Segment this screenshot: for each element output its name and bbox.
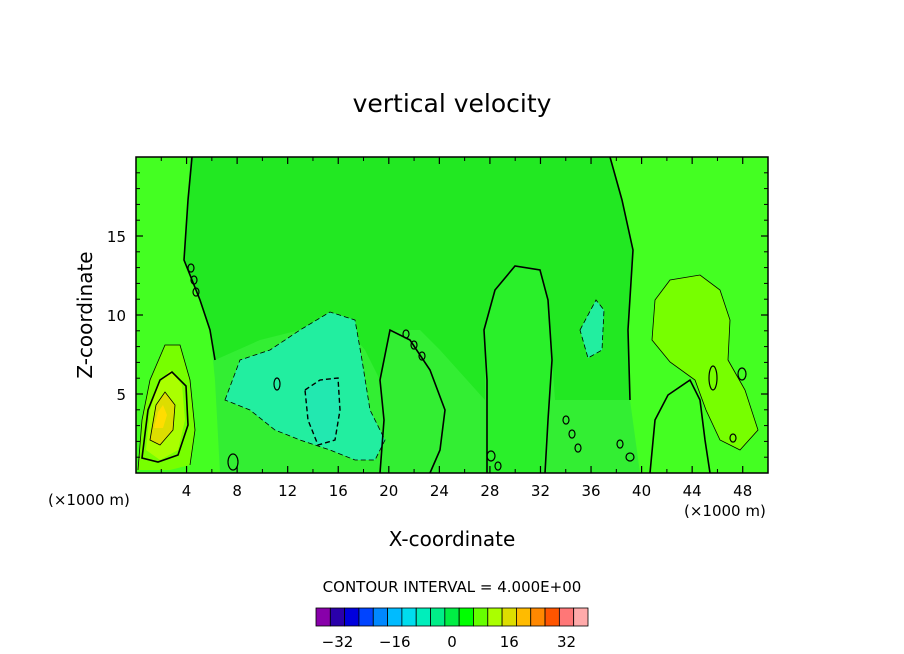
updraft-tower (484, 266, 552, 473)
colorbar-swatch (430, 607, 446, 627)
x-tick-label: 20 (379, 482, 398, 500)
contour-field (136, 157, 768, 473)
x-tick-label: 12 (278, 482, 297, 500)
colorbar-swatch (315, 607, 331, 627)
colorbar-swatch (401, 607, 417, 627)
colorbar-tick-label: −32 (322, 633, 354, 651)
colorbar-ticks: −32 −16 0 16 32 (322, 633, 576, 651)
colorbar-tick-label: −16 (379, 633, 411, 651)
colorbar-swatch (415, 607, 431, 627)
downdraft-small (580, 300, 604, 358)
colorbar-swatch (329, 607, 346, 627)
y-axis-label: Z-coordinate (73, 251, 97, 378)
colorbar-swatch (473, 607, 489, 627)
x-tick-label: 36 (581, 482, 600, 500)
colorbar-swatch (358, 607, 374, 627)
colorbar-swatch (372, 607, 388, 627)
colorbar-tick-label: 32 (557, 633, 576, 651)
colorbar-swatch (544, 607, 560, 627)
colorbar-swatch (458, 607, 474, 627)
colorbar-swatch (516, 607, 532, 627)
y-tick-label: 10 (107, 307, 126, 325)
chart-title: vertical velocity (353, 89, 552, 118)
x-tick-label: 24 (430, 482, 449, 500)
x-tick-label: 48 (733, 482, 752, 500)
positive-contours (137, 274, 759, 471)
updraft-plume-right (652, 275, 758, 450)
region-upper-band (184, 157, 633, 400)
y-tick-label: 5 (116, 386, 126, 404)
negative-contours (224, 299, 605, 461)
x-tick-label: 8 (232, 482, 242, 500)
y-tick-label: 15 (107, 228, 126, 246)
colorbar-swatch (387, 607, 403, 627)
colorbar-swatch (558, 607, 575, 627)
colorbar-swatch (444, 607, 460, 627)
colorbar-swatch (530, 607, 546, 627)
x-tick-label: 40 (632, 482, 651, 500)
colorbar-tick-label: 0 (447, 633, 457, 651)
colorbar-swatch (573, 607, 589, 627)
downdraft-core (305, 378, 340, 445)
x-tick-label: 16 (329, 482, 348, 500)
small-contour-cells (187, 263, 747, 471)
x-axis-ticks: 4 8 12 16 20 24 28 32 36 40 44 48 (160, 157, 752, 500)
colorbar-swatch (487, 607, 503, 627)
colorbar-swatch (344, 607, 360, 627)
x-tick-label: 4 (182, 482, 192, 500)
downdraft-region (225, 312, 385, 460)
x-tick-label: 44 (683, 482, 702, 500)
y-axis-ticks: 5 10 15 (107, 172, 768, 458)
x-axis-label: X-coordinate (389, 527, 516, 551)
zero-contours (141, 157, 711, 473)
colorbar-swatch (501, 607, 517, 627)
x-tick-label: 32 (531, 482, 550, 500)
negative-contours-strong (304, 377, 341, 446)
contour-interval-label: CONTOUR INTERVAL = 4.000E+00 (323, 578, 582, 596)
x-tick-label: 28 (480, 482, 499, 500)
colorbar-tick-label: 16 (500, 633, 519, 651)
updraft-core-left (138, 345, 195, 470)
colorbar (315, 607, 589, 627)
x-units-right: (×1000 m) (684, 502, 766, 520)
x-units-left: (×1000 m) (48, 491, 130, 509)
